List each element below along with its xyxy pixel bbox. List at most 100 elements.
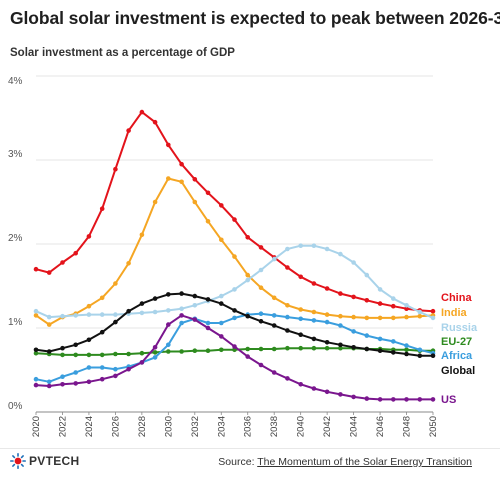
data-point-india	[285, 303, 290, 308]
data-point-global	[338, 342, 343, 348]
footer-divider	[0, 448, 500, 449]
data-point-eu-27	[271, 346, 277, 352]
data-point-us	[166, 322, 171, 327]
data-point-global	[430, 353, 436, 359]
data-point-africa	[86, 365, 92, 370]
data-point-global	[60, 345, 65, 351]
data-point-eu-27	[311, 345, 317, 351]
y-tick-label: 2%	[8, 233, 23, 244]
x-tick-label: 2034	[216, 416, 227, 437]
data-point-africa	[324, 319, 330, 325]
x-tick-label: 2028	[137, 416, 148, 437]
data-point-china	[311, 281, 317, 286]
data-point-china	[285, 265, 290, 270]
series-label-global: Global	[441, 365, 475, 377]
data-point-us	[46, 383, 52, 389]
data-point-china	[192, 177, 198, 182]
data-point-global	[113, 319, 118, 325]
data-point-china	[430, 308, 436, 314]
data-point-eu-27	[219, 347, 224, 353]
x-tick-label: 2050	[428, 416, 439, 437]
data-point-india	[338, 313, 343, 319]
data-point-china	[245, 235, 250, 240]
x-tick-label: 2024	[84, 416, 95, 437]
data-point-africa	[205, 320, 211, 326]
y-tick-label: 0%	[8, 401, 23, 412]
data-point-india	[139, 232, 145, 238]
data-point-africa	[417, 347, 423, 353]
data-point-russia	[430, 315, 436, 321]
data-point-global	[351, 345, 356, 350]
data-point-global	[33, 347, 39, 353]
data-point-russia	[60, 313, 65, 319]
data-point-china	[391, 303, 396, 309]
data-point-global	[298, 332, 304, 338]
data-point-russia	[324, 246, 330, 252]
data-point-africa	[298, 316, 304, 322]
source-link[interactable]: The Momentum of the Solar Energy Transit…	[257, 456, 472, 468]
data-point-india	[364, 315, 370, 321]
series-label-us: US	[441, 394, 456, 406]
data-point-india	[311, 309, 317, 315]
data-point-china	[152, 119, 158, 125]
data-point-russia	[33, 308, 39, 314]
chart-subtitle: Solar investment as a percentage of GDP	[10, 47, 235, 59]
data-point-india	[417, 313, 423, 319]
series-label-india: India	[441, 307, 468, 319]
data-point-us	[391, 397, 396, 402]
data-point-africa	[219, 320, 224, 326]
data-point-us	[99, 376, 105, 382]
data-point-russia	[73, 313, 78, 318]
data-point-eu-27	[139, 350, 145, 356]
data-point-us	[377, 397, 383, 402]
data-point-africa	[351, 329, 356, 334]
data-point-russia	[417, 309, 423, 315]
data-point-us	[324, 389, 330, 395]
data-point-china	[139, 109, 145, 115]
data-point-china	[113, 166, 118, 172]
data-point-eu-27	[33, 350, 39, 356]
data-point-global	[166, 292, 171, 297]
x-tick-label: 2026	[110, 416, 121, 437]
data-point-india	[377, 315, 383, 321]
data-point-africa	[33, 376, 39, 382]
data-point-russia	[404, 303, 409, 308]
x-tick-label: 2048	[402, 416, 413, 437]
data-point-eu-27	[298, 345, 304, 351]
data-point-us	[245, 354, 250, 359]
data-point-russia	[351, 260, 356, 265]
data-point-eu-27	[245, 346, 250, 352]
x-tick-label: 2042	[322, 416, 333, 437]
data-point-africa	[46, 379, 52, 385]
data-point-india	[391, 315, 396, 321]
data-point-africa	[232, 315, 237, 321]
pvtech-sun-icon	[10, 453, 26, 469]
data-point-us	[139, 360, 145, 365]
data-point-us	[205, 325, 211, 331]
chart-title: Global solar investment is expected to p…	[10, 8, 500, 28]
data-point-russia	[364, 272, 370, 278]
data-point-us	[60, 382, 65, 387]
x-tick-label: 2040	[296, 416, 307, 437]
data-point-china	[126, 128, 131, 133]
x-tick-label: 2032	[190, 416, 201, 437]
data-point-global	[152, 296, 158, 301]
data-point-us	[126, 366, 131, 372]
data-point-us	[73, 381, 78, 386]
data-point-eu-27	[258, 346, 264, 352]
data-point-russia	[245, 277, 250, 283]
data-point-india	[258, 285, 264, 291]
data-point-russia	[232, 287, 237, 292]
data-point-china	[60, 260, 65, 265]
data-point-india	[46, 322, 52, 327]
data-point-russia	[311, 243, 317, 248]
data-point-china	[338, 291, 343, 296]
data-point-global	[311, 336, 317, 342]
data-point-india	[324, 312, 330, 317]
x-tick-label: 2020	[31, 416, 42, 437]
data-point-us	[192, 317, 198, 322]
data-point-africa	[99, 365, 105, 370]
data-point-china	[324, 286, 330, 291]
data-point-russia	[271, 256, 277, 262]
